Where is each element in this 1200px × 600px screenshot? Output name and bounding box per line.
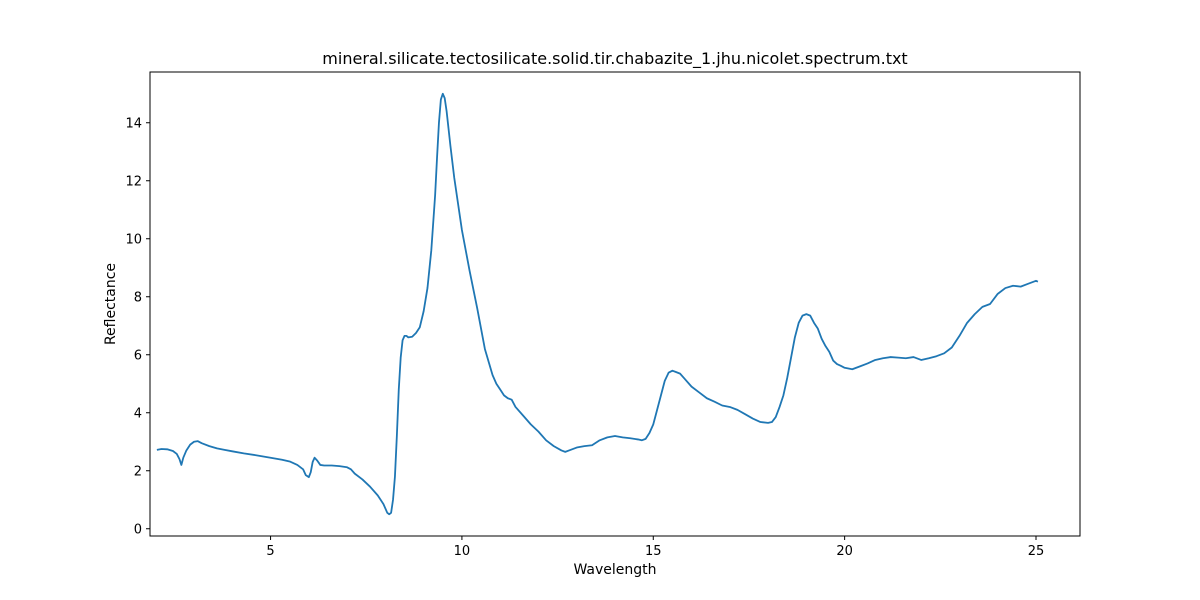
y-axis-label: Reflectance — [103, 263, 119, 345]
y-tick-label: 0 — [134, 522, 142, 537]
y-tick-label: 2 — [134, 464, 142, 479]
x-tick-label: 20 — [836, 544, 853, 559]
chart-title: mineral.silicate.tectosilicate.solid.tir… — [322, 49, 907, 69]
y-axis: 0 2 4 6 8 10 12 14 — [125, 116, 150, 537]
x-tick-label: 25 — [1028, 544, 1045, 559]
y-tick-label: 12 — [125, 174, 142, 189]
plot-frame — [149, 71, 1081, 537]
series-line-0 — [156, 92, 1039, 516]
y-tick-label: 14 — [125, 116, 142, 131]
y-tick-label: 10 — [125, 232, 142, 247]
y-tick-label: 6 — [134, 348, 142, 363]
x-tick-label: 5 — [266, 544, 274, 559]
x-tick-label: 10 — [454, 544, 471, 559]
x-axis-label: Wavelength — [573, 562, 656, 578]
y-tick-label: 4 — [134, 406, 142, 421]
plot-area — [156, 92, 1039, 516]
y-tick-label: 8 — [134, 290, 142, 305]
x-axis: 5 10 15 20 25 — [266, 536, 1044, 559]
x-tick-label: 15 — [645, 544, 662, 559]
